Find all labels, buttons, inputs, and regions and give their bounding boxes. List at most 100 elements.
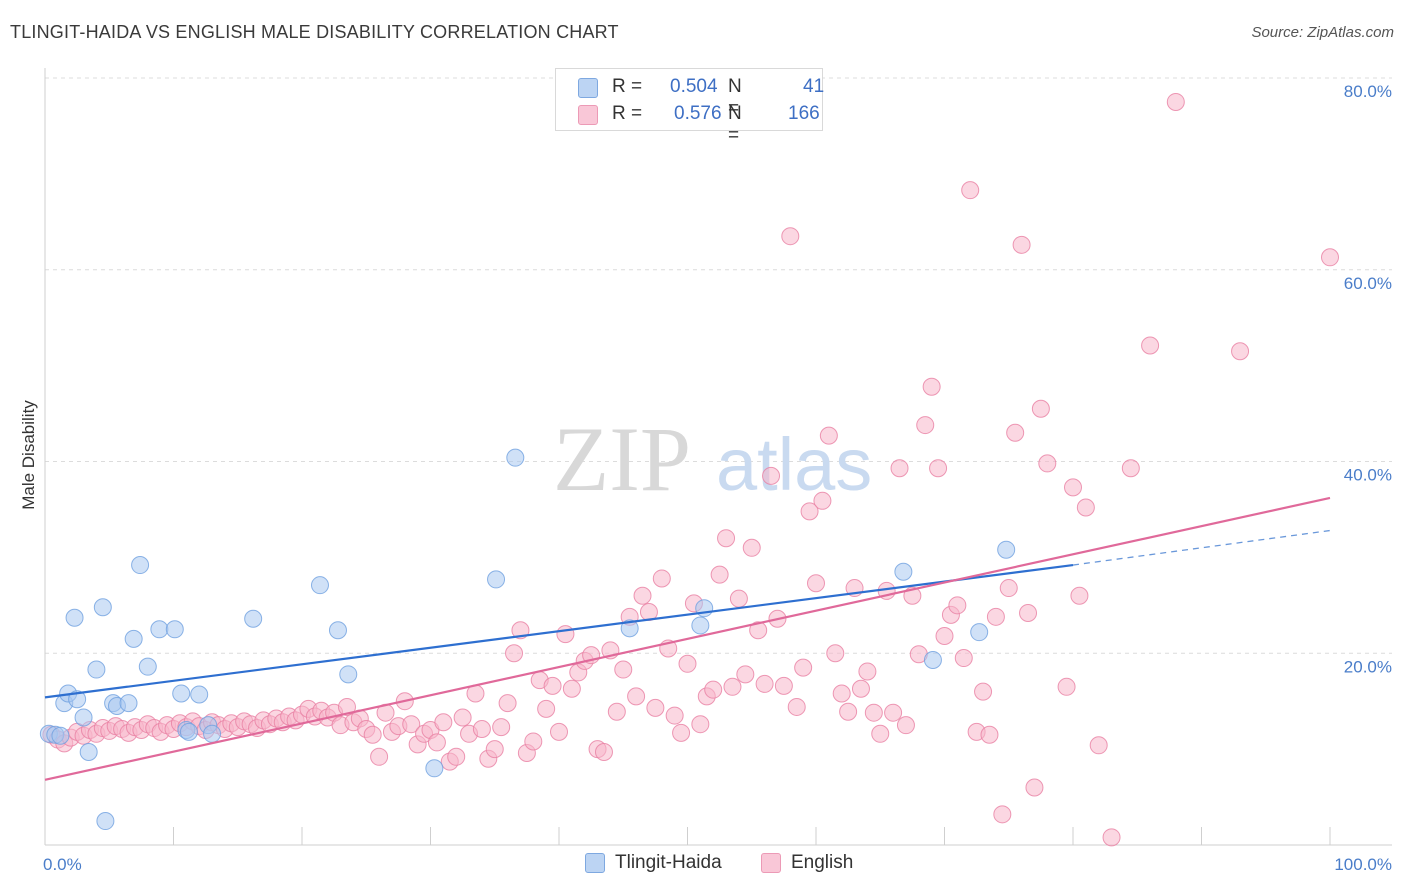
data-point — [954, 649, 973, 668]
data-point — [826, 644, 845, 663]
data-point — [1057, 677, 1076, 696]
bottom-legend-label: English — [791, 852, 854, 873]
data-point — [498, 694, 517, 713]
bottom-legend-swatch-english — [761, 853, 781, 873]
data-point — [742, 538, 761, 557]
data-point — [839, 702, 858, 721]
data-point — [328, 621, 347, 640]
data-point — [997, 540, 1016, 559]
data-point — [672, 723, 691, 742]
data-point — [691, 715, 710, 734]
data-point — [472, 719, 491, 738]
legend-r-value: 0.576 — [674, 103, 722, 124]
data-point — [203, 724, 222, 743]
data-point — [1070, 586, 1089, 605]
data-point — [190, 685, 209, 704]
data-point — [614, 660, 633, 679]
data-point — [916, 416, 935, 435]
data-point — [665, 706, 684, 725]
watermark-zip: ZIP — [553, 408, 691, 510]
legend-r-label: R = — [612, 103, 643, 124]
data-point — [138, 657, 157, 676]
data-point — [1076, 498, 1095, 517]
data-point — [890, 459, 909, 478]
data-point — [832, 684, 851, 703]
data-point — [485, 740, 504, 759]
data-point — [858, 662, 877, 681]
data-point — [970, 623, 989, 642]
trend-line-tlingit-haida — [44, 563, 1074, 699]
bottom-legend-swatch-tlingit-haida — [585, 853, 605, 873]
data-point — [704, 680, 723, 699]
x-tick-label: 0.0% — [43, 855, 82, 874]
data-point — [310, 576, 329, 595]
data-point — [51, 726, 70, 745]
data-point — [74, 708, 93, 727]
data-point — [244, 609, 263, 628]
data-point — [370, 747, 389, 766]
trend-line-tlingit-haida-extension — [1072, 529, 1331, 566]
data-point — [993, 805, 1012, 824]
y-tick-label: 60.0% — [1344, 274, 1392, 293]
data-point — [935, 626, 954, 645]
data-point — [1006, 423, 1025, 442]
y-axis-label: Male Disability — [19, 400, 38, 510]
data-point — [627, 687, 646, 706]
data-point — [652, 569, 671, 588]
data-point — [425, 759, 444, 778]
data-point — [402, 715, 421, 734]
legend-n-value: 41 — [803, 76, 825, 97]
y-tick-label: 20.0% — [1344, 657, 1392, 676]
legend-r-label: R = — [612, 76, 643, 97]
data-point — [434, 713, 453, 732]
data-point — [562, 679, 581, 698]
data-point — [65, 608, 84, 627]
data-point — [506, 448, 525, 467]
data-point — [172, 684, 191, 703]
data-point — [894, 562, 913, 581]
data-point — [594, 743, 613, 762]
data-point — [646, 698, 665, 717]
series-tlingit-haida-points — [39, 448, 1016, 831]
tick-labels: 20.0% 40.0% 60.0% 80.0% 0.0% 100.0% — [43, 82, 1392, 874]
legend-r-value: 0.504 — [670, 76, 718, 97]
data-point — [986, 607, 1005, 626]
data-point — [749, 621, 768, 640]
data-point — [96, 812, 115, 831]
data-point — [819, 426, 838, 445]
data-point — [511, 621, 530, 640]
source-label: Source: ZipAtlas.com — [1251, 24, 1394, 41]
data-point — [1031, 399, 1050, 418]
data-point — [864, 703, 883, 722]
correlation-legend: R = 0.504 N = 41 R = 0.576 N = 166 — [555, 68, 825, 146]
data-point — [774, 676, 793, 695]
data-point — [851, 679, 870, 698]
data-point — [543, 676, 562, 695]
data-point — [781, 227, 800, 246]
data-point — [999, 579, 1018, 598]
data-point — [633, 586, 652, 605]
data-point — [980, 725, 999, 744]
data-point — [1019, 603, 1038, 622]
grid-lines — [45, 77, 1392, 654]
data-point — [1121, 459, 1140, 478]
chart-title: TLINGIT-HAIDA VS ENGLISH MALE DISABILITY… — [10, 22, 619, 42]
data-point — [1064, 478, 1082, 497]
data-point — [487, 570, 506, 589]
data-point — [1038, 454, 1057, 473]
data-point — [179, 722, 198, 741]
x-tick-label: 100.0% — [1334, 855, 1392, 874]
data-point — [124, 629, 143, 648]
data-point — [871, 724, 890, 743]
data-point — [1231, 342, 1250, 361]
series-english-points — [42, 92, 1339, 847]
data-point — [922, 377, 941, 396]
data-point — [363, 725, 382, 744]
data-point — [119, 694, 138, 713]
trend-lines — [44, 496, 1331, 781]
legend-swatch-tlingit-haida — [578, 78, 598, 98]
watermark-atlas: atlas — [716, 423, 872, 506]
data-point — [929, 459, 948, 478]
data-point — [1012, 235, 1031, 254]
data-point — [68, 690, 87, 709]
